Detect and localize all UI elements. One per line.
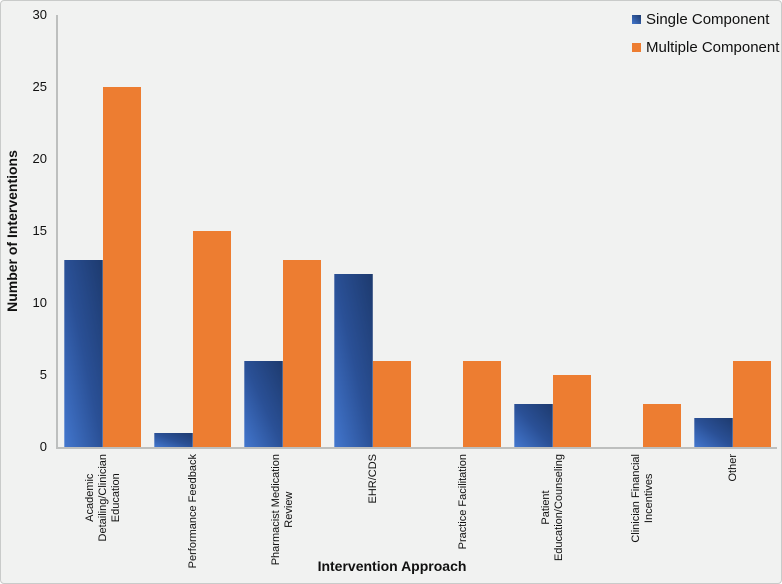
x-category-label: Other	[726, 454, 739, 482]
x-category-label: Academic Detailing/Clinician Education	[83, 454, 122, 542]
bar-multiple-component	[282, 259, 321, 447]
x-category-label: Clinician Financial Incentives	[630, 454, 655, 543]
legend: Single Component Multiple Component	[632, 11, 779, 67]
x-category-label: Pharmacist Medication Review	[270, 454, 295, 566]
y-tick-label: 5	[39, 367, 47, 382]
bar-multiple-component	[732, 360, 771, 447]
bar-single-component	[514, 403, 553, 447]
y-axis-line	[56, 15, 58, 449]
bar-multiple-component	[372, 360, 411, 447]
bar-single-component	[694, 418, 733, 447]
x-axis-line	[56, 447, 777, 449]
y-tick-label: 30	[32, 7, 47, 22]
bar-multiple-component	[552, 375, 591, 447]
y-tick-label: 0	[39, 439, 47, 454]
legend-swatch-multiple-component-icon	[632, 42, 641, 52]
y-tick-label: 25	[32, 79, 47, 94]
bar-multiple-component	[192, 231, 231, 447]
y-tick-label: 10	[32, 295, 47, 310]
bar-single-component	[64, 259, 103, 447]
legend-label: Multiple Component	[646, 38, 780, 56]
legend-label: Single Component	[646, 10, 770, 28]
legend-item-multiple-component: Multiple Component	[632, 38, 780, 56]
legend-item-single-component: Single Component	[632, 10, 779, 28]
bar-multiple-component	[642, 403, 681, 447]
bar-single-component	[244, 360, 283, 447]
x-category-label: Patient Education/Counseling	[540, 454, 565, 562]
y-tick-label: 15	[32, 223, 47, 238]
x-axis-title: Intervention Approach	[317, 558, 467, 574]
bar-single-component	[334, 274, 373, 447]
x-category-label: EHR/CDS	[366, 454, 379, 504]
y-tick-label: 20	[32, 151, 47, 166]
bar-single-component	[154, 432, 193, 447]
legend-swatch-single-component-icon	[632, 14, 641, 24]
bar-multiple-component	[102, 87, 141, 447]
bar-multiple-component	[462, 360, 501, 447]
x-category-label: Performance Feedback	[186, 454, 199, 569]
x-category-label: Practice Facilitation	[456, 454, 469, 550]
